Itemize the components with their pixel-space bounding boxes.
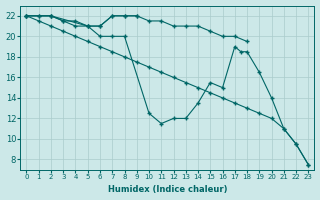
X-axis label: Humidex (Indice chaleur): Humidex (Indice chaleur) — [108, 185, 227, 194]
